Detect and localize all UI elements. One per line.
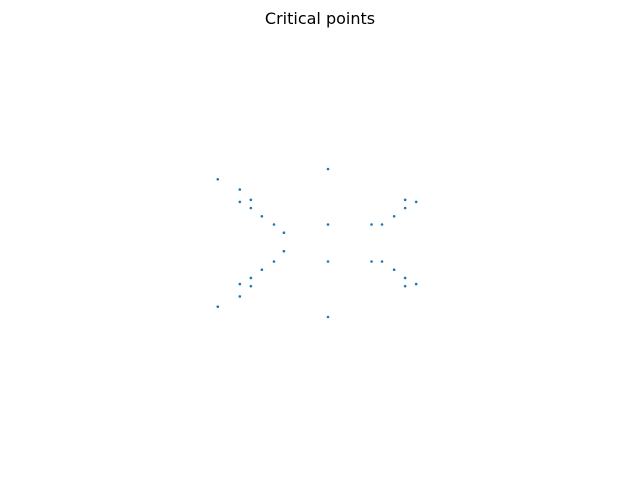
scatter-point [414,282,418,286]
scatter-point [370,223,373,226]
scatter-point [414,200,418,204]
scatter-point [326,315,330,319]
scatter-point [238,282,242,286]
scatter-point [260,214,264,218]
scatter-point [238,188,242,191]
scatter-point [326,223,330,226]
scatter-point [238,200,242,204]
points-layer [216,167,418,319]
scatter-point [392,268,396,272]
scatter-point [249,284,253,288]
scatter-point [403,284,407,288]
scatter-point [380,260,384,263]
scatter-point [403,206,407,210]
scatter-point [326,260,330,263]
scatter-point [282,231,286,235]
scatter-point [216,305,220,309]
scatter-point [392,214,396,218]
scatter-point [403,198,407,202]
scatter-point [282,249,286,253]
scatter-point [272,260,276,263]
scatter-point [272,223,276,226]
scatter-point [403,276,407,280]
scatter-point [249,276,253,280]
scatter-point [380,223,384,226]
scatter-point [260,268,264,272]
chart-title: Critical points [265,9,375,28]
scatter-point [249,206,253,210]
scatter-point [238,295,242,298]
scatter-point [249,198,253,202]
scatter-point [370,260,373,263]
scatter-point [326,167,330,171]
scatter-point [216,177,220,181]
